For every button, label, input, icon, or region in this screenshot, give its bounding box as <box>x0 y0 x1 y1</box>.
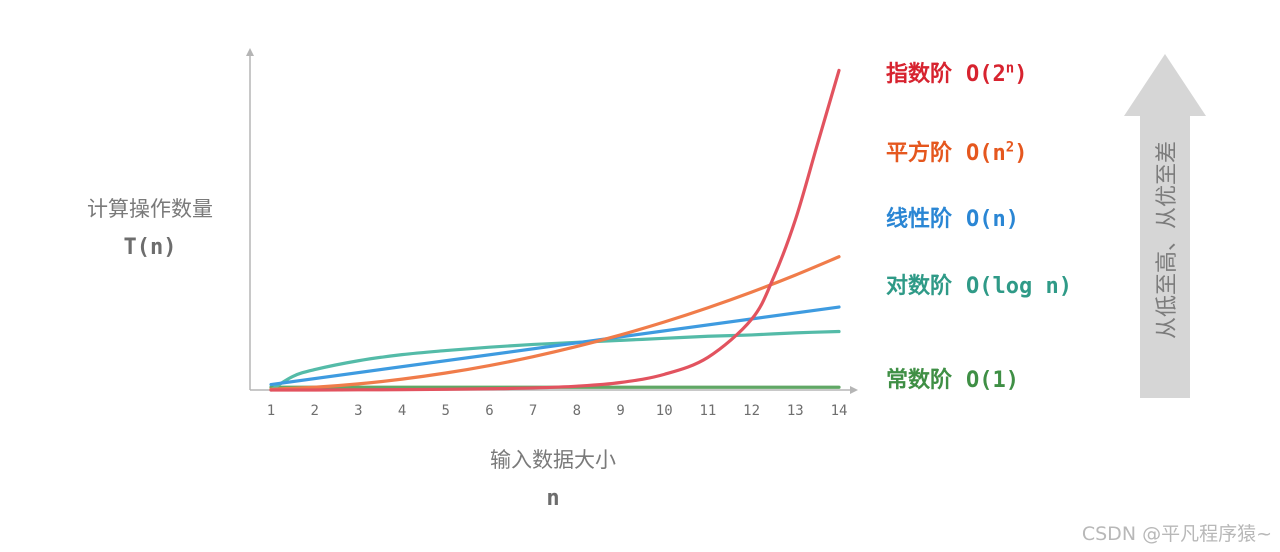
x-tick-label: 10 <box>656 403 673 419</box>
legend-expr-quadratic: O(n2) <box>966 139 1028 166</box>
legend-name-quadratic: 平方阶 <box>886 141 953 166</box>
x-tick-label: 14 <box>831 403 848 419</box>
x-tick-label: 1 <box>267 403 275 419</box>
legend-linear: 线性阶 O(n) <box>886 201 1019 233</box>
x-tick-label: 6 <box>485 403 493 419</box>
x-tick-label: 9 <box>616 403 624 419</box>
y-axis-arrowhead <box>246 48 254 56</box>
legend-constant: 常数阶 O(1) <box>886 362 1019 394</box>
legend-name-logarithmic: 对数阶 <box>886 274 953 299</box>
series-lines <box>269 68 841 392</box>
legend-exponential: 指数阶 O(2n) <box>886 56 1027 88</box>
ranking-label: 从低至高、从优至差 <box>1155 140 1181 340</box>
x-tick-labels: 1 2 3 4 5 6 7 8 9 10 11 12 13 14 <box>267 403 848 419</box>
legend-name-linear: 线性阶 <box>886 207 953 232</box>
up-arrow-icon <box>1124 54 1206 398</box>
x-tick-label: 3 <box>354 403 362 419</box>
legend-logarithmic: 对数阶 O(log n) <box>886 268 1072 300</box>
series-line-linear <box>269 305 841 387</box>
x-tick-label: 5 <box>442 403 450 419</box>
y-axis-title: 计算操作数量 T(n) <box>62 193 238 260</box>
x-axis-symbol: n <box>546 486 560 511</box>
y-axis-symbol: T(n) <box>123 235 177 260</box>
legend-expr-logarithmic: O(log n) <box>966 274 1072 299</box>
watermark: CSDN @平凡程序猿~ <box>1081 523 1272 545</box>
legend-quadratic: 平方阶 O(n2) <box>886 135 1027 167</box>
x-axis-title: 输入数据大小 n <box>440 444 666 511</box>
x-tick-label: 4 <box>398 403 406 419</box>
series-line-logarithmic <box>269 329 841 392</box>
legend-expr-constant: O(1) <box>966 368 1019 393</box>
x-axis-label: 输入数据大小 <box>490 448 616 472</box>
x-axis-arrowhead <box>850 386 858 394</box>
x-tick-label: 13 <box>787 403 804 419</box>
legend-expr-exponential: O(2n) <box>966 60 1028 87</box>
x-tick-label: 7 <box>529 403 537 419</box>
x-tick-label: 12 <box>743 403 760 419</box>
legend-name-constant: 常数阶 <box>886 368 953 393</box>
series-line-quadratic <box>269 255 841 391</box>
y-axis-label: 计算操作数量 <box>87 197 213 221</box>
series-line-exponential <box>269 68 841 392</box>
legend-expr-linear: O(n) <box>966 207 1019 232</box>
legend-name-exponential: 指数阶 <box>886 62 953 87</box>
x-tick-label: 2 <box>310 403 318 419</box>
x-tick-label: 11 <box>699 403 716 419</box>
x-tick-label: 8 <box>573 403 581 419</box>
